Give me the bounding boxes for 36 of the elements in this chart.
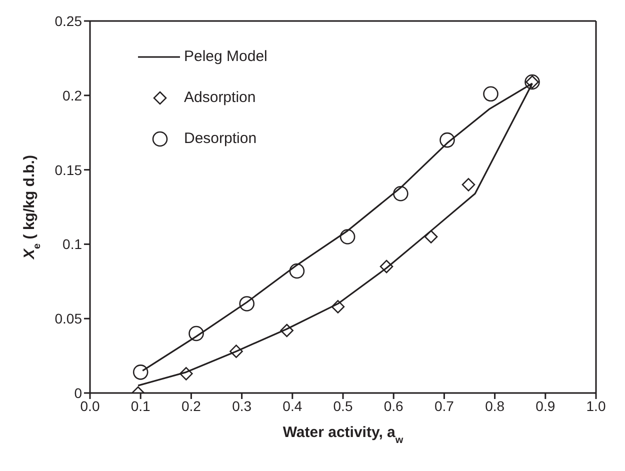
x-tick-label: 0.1 xyxy=(130,398,151,414)
x-tick-label: 1.0 xyxy=(586,398,606,414)
x-tick-label: 0.7 xyxy=(434,398,454,414)
y-tick-label: 0.25 xyxy=(54,12,82,29)
point xyxy=(188,326,204,342)
point xyxy=(280,324,294,338)
point xyxy=(393,186,408,202)
y-tick-label: 0.15 xyxy=(54,162,82,178)
y-tick-label: 0.2 xyxy=(62,87,82,104)
point xyxy=(239,296,255,312)
point xyxy=(230,344,243,358)
y-tick-label: 0.05 xyxy=(54,310,82,327)
point xyxy=(424,230,438,244)
x-tick-label: 0.0 xyxy=(80,398,100,414)
x-tick-label: 0.3 xyxy=(232,398,252,414)
point xyxy=(289,263,305,279)
x-tick-label: 0.4 xyxy=(282,398,302,414)
x-tick-label: 0.6 xyxy=(384,398,404,414)
point xyxy=(440,132,455,148)
x-tick-label: 0.5 xyxy=(333,398,353,414)
legend-label: Desorption xyxy=(184,130,257,147)
point xyxy=(132,364,148,380)
y-tick-label: 0 xyxy=(74,384,82,401)
x-axis-title: Water activity, a$_{w}$ xyxy=(282,424,404,446)
x-tick-label: 0.8 xyxy=(485,398,505,414)
legend-label: Adsorption xyxy=(184,89,256,106)
y-tick-label: 0.1 xyxy=(62,236,82,252)
point xyxy=(331,300,345,314)
x-tick-label: 0.9 xyxy=(536,398,556,414)
legend-label: Peleg Model xyxy=(184,48,268,65)
x-tick-label: 0.2 xyxy=(181,398,202,414)
point xyxy=(462,178,476,192)
point xyxy=(380,260,394,274)
point xyxy=(483,86,498,102)
point xyxy=(340,229,356,244)
point xyxy=(179,367,193,380)
